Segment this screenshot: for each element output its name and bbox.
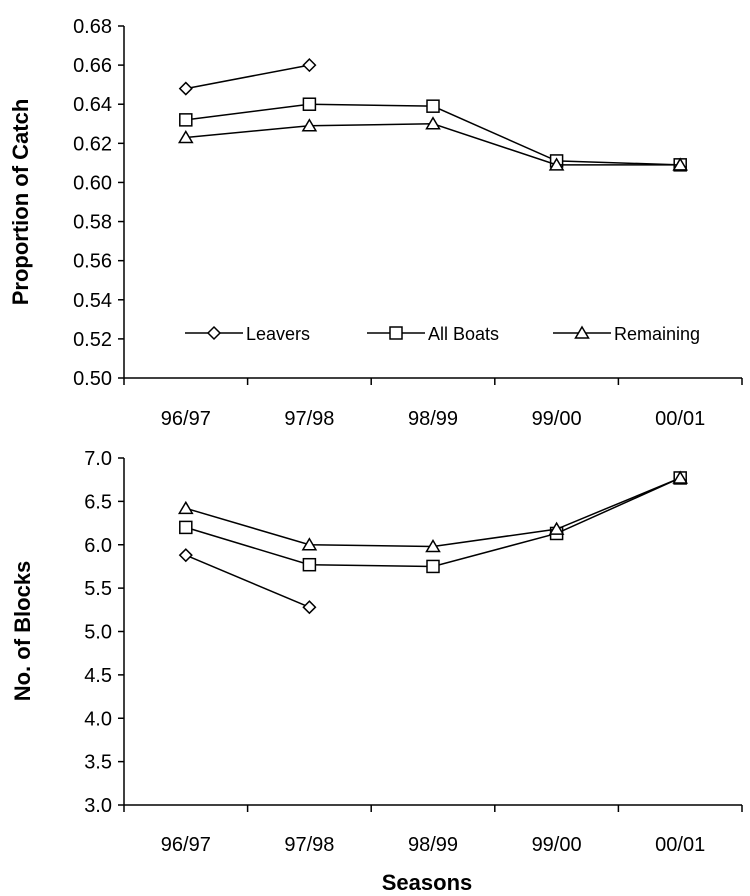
x-axis-title: Seasons: [382, 870, 473, 895]
y-axis-title: No. of Blocks: [10, 561, 35, 702]
series-line: [185, 477, 681, 568]
y-tick-label: 0.58: [73, 212, 112, 234]
data-point: [548, 521, 565, 535]
chart-bottom-panel: 3.0 3.5 4.0 4.5 5.0 5.5 6.0 6.5 7.0 96/97 97/98 98/…: [10, 448, 743, 895]
y-tick-label: 0.56: [73, 251, 112, 273]
y-tick-label: 0.62: [73, 133, 112, 155]
y-tick-label: 4.5: [84, 665, 112, 687]
y-tick-label: 0.68: [73, 16, 112, 38]
x-tick-label: 96/97: [161, 408, 211, 430]
y-tick-label: 7.0: [84, 448, 112, 470]
y-tick-label: 0.54: [73, 290, 112, 312]
chart-top-panel: 0.50 0.52 0.54 0.56 0.58 0.60 0.62 0.64 0.66 0.68…: [8, 16, 743, 430]
series-line: [185, 64, 310, 90]
x-tick-label: 99/00: [532, 408, 582, 430]
data-point: [302, 600, 317, 615]
legend-marker: [206, 325, 222, 341]
legend-label: Remaining: [614, 324, 700, 344]
x-tick-label: 00/01: [655, 834, 705, 856]
x-tick-label: 97/98: [284, 834, 334, 856]
x-tick-label: 98/99: [408, 834, 458, 856]
data-point: [302, 58, 317, 73]
y-tick-label: 6.0: [84, 535, 112, 557]
data-point: [178, 548, 193, 563]
data-point: [177, 500, 194, 515]
y-tick-label: 0.50: [73, 368, 112, 390]
data-point: [302, 97, 317, 111]
x-tick-label: 00/01: [655, 408, 705, 430]
data-point: [672, 470, 689, 484]
y-tick-label: 3.0: [84, 795, 112, 817]
data-point: [177, 129, 194, 144]
data-point: [672, 157, 689, 171]
data-point: [426, 559, 440, 574]
data-point: [426, 99, 440, 113]
series-line: [185, 103, 681, 166]
legend-label: All Boats: [428, 324, 499, 344]
data-point: [301, 118, 318, 132]
y-tick-label: 5.5: [84, 578, 112, 600]
y-tick-label: 0.60: [73, 172, 112, 194]
x-tick-label: 99/00: [532, 834, 582, 856]
y-tick-label: 6.5: [84, 491, 112, 513]
legend-marker: [574, 325, 590, 339]
data-point: [302, 557, 317, 572]
y-tick-label: 3.5: [84, 752, 112, 774]
data-point: [179, 520, 193, 535]
series-line: [185, 554, 310, 608]
x-tick-label: 96/97: [161, 834, 211, 856]
x-tick-label: 98/99: [408, 408, 458, 430]
data-point: [179, 113, 193, 127]
data-point: [178, 81, 193, 96]
y-tick-label: 0.64: [73, 94, 112, 116]
legend-marker: [389, 326, 403, 340]
y-tick-label: 0.52: [73, 329, 112, 351]
data-point: [548, 157, 565, 171]
y-tick-label: 4.0: [84, 708, 112, 730]
data-point: [301, 537, 318, 551]
series-line: [185, 477, 681, 548]
y-axis-title: Proportion of Catch: [8, 99, 33, 306]
series-line: [185, 123, 681, 166]
y-tick-label: 0.66: [73, 55, 112, 77]
legend-label: Leavers: [246, 324, 310, 344]
x-tick-label: 97/98: [284, 408, 334, 430]
data-point: [425, 116, 441, 130]
data-point: [425, 539, 441, 553]
y-tick-label: 5.0: [84, 622, 112, 644]
